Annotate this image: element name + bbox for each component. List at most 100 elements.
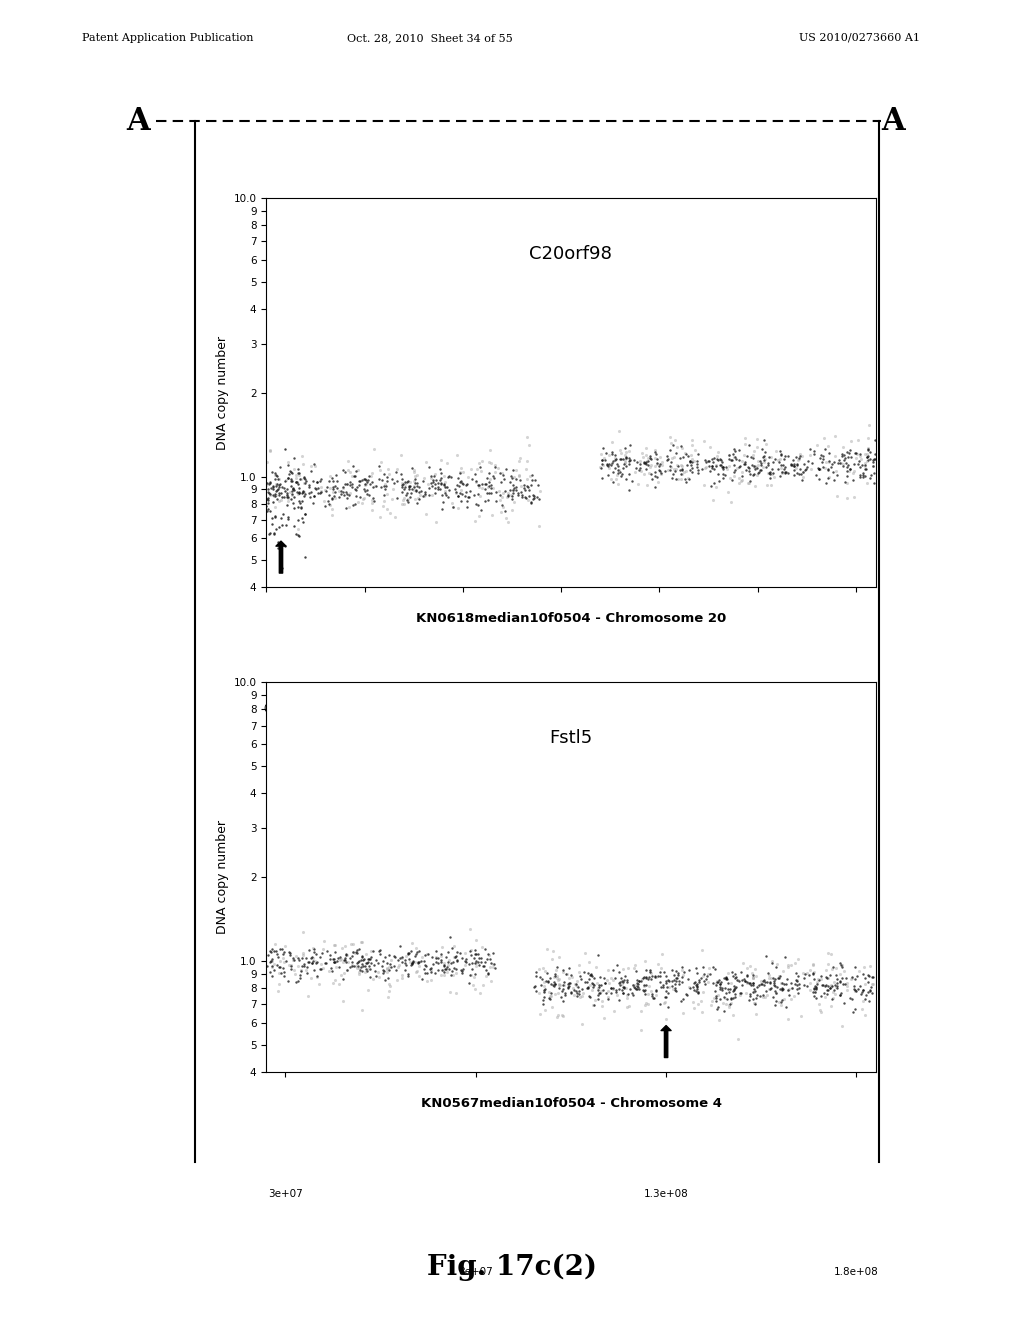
- Point: [683, 454, 699, 475]
- Point: [859, 446, 876, 467]
- Point: [259, 500, 275, 521]
- Point: [260, 487, 276, 508]
- Point: [530, 982, 547, 1003]
- Point: [695, 964, 712, 985]
- Point: [820, 953, 837, 974]
- Point: [640, 993, 656, 1014]
- Point: [645, 987, 662, 1008]
- Point: [640, 454, 656, 475]
- Point: [777, 462, 794, 483]
- Point: [650, 455, 667, 477]
- Point: [580, 962, 596, 983]
- Point: [527, 981, 544, 1002]
- Point: [472, 484, 488, 506]
- Point: [393, 463, 410, 484]
- Point: [761, 968, 777, 989]
- Point: [483, 482, 500, 503]
- Point: [349, 459, 366, 480]
- Point: [266, 523, 283, 544]
- Point: [438, 453, 455, 474]
- Point: [480, 483, 497, 504]
- Point: [383, 957, 399, 978]
- Point: [423, 466, 439, 487]
- Point: [611, 440, 628, 461]
- Point: [650, 471, 667, 492]
- Point: [324, 467, 340, 488]
- Point: [590, 978, 606, 999]
- Point: [655, 962, 672, 983]
- Point: [262, 471, 279, 492]
- Point: [733, 961, 750, 982]
- Point: [319, 491, 336, 512]
- Point: [437, 484, 454, 506]
- Point: [618, 972, 635, 993]
- Point: [670, 962, 686, 983]
- Point: [734, 469, 751, 490]
- Point: [631, 970, 647, 991]
- Point: [688, 453, 705, 474]
- Point: [847, 979, 863, 1001]
- Point: [500, 512, 516, 533]
- Text: C20orf98: C20orf98: [529, 244, 612, 263]
- Point: [686, 440, 702, 461]
- Point: [834, 957, 850, 978]
- Point: [762, 972, 778, 993]
- Point: [494, 462, 510, 483]
- Point: [295, 945, 311, 966]
- Point: [410, 952, 426, 973]
- Point: [446, 946, 463, 968]
- Point: [401, 948, 418, 969]
- Point: [859, 444, 876, 465]
- Point: [317, 479, 334, 500]
- Point: [549, 957, 565, 978]
- Point: [375, 950, 391, 972]
- Point: [483, 478, 500, 499]
- Point: [772, 965, 788, 986]
- Point: [669, 454, 685, 475]
- Point: [777, 973, 794, 994]
- Point: [276, 480, 293, 502]
- Point: [755, 985, 771, 1006]
- Point: [321, 494, 337, 515]
- Point: [570, 983, 587, 1005]
- Point: [773, 462, 790, 483]
- Point: [779, 968, 796, 989]
- Point: [698, 969, 715, 990]
- Point: [423, 970, 439, 991]
- Point: [709, 998, 725, 1019]
- Point: [740, 473, 757, 494]
- Point: [815, 445, 831, 466]
- Point: [622, 479, 638, 500]
- Point: [554, 961, 570, 982]
- Point: [616, 438, 633, 459]
- Point: [730, 440, 746, 461]
- Point: [664, 960, 680, 981]
- Point: [344, 455, 360, 477]
- Point: [590, 989, 606, 1010]
- Point: [866, 430, 883, 451]
- Point: [848, 966, 864, 987]
- Point: [646, 440, 663, 461]
- Point: [776, 987, 793, 1008]
- Point: [463, 944, 479, 965]
- Point: [529, 486, 546, 507]
- Point: [786, 465, 803, 486]
- Point: [427, 962, 443, 983]
- Point: [352, 486, 369, 507]
- Point: [854, 981, 870, 1002]
- Point: [629, 975, 645, 997]
- Point: [339, 483, 355, 504]
- Point: [771, 441, 787, 462]
- Point: [386, 945, 402, 966]
- Point: [487, 457, 504, 478]
- Point: [770, 449, 786, 470]
- Point: [733, 969, 750, 990]
- Point: [631, 978, 647, 999]
- Point: [859, 426, 876, 447]
- Point: [829, 972, 846, 993]
- Point: [387, 960, 403, 981]
- Point: [594, 995, 610, 1016]
- Point: [864, 455, 881, 477]
- Point: [327, 482, 343, 503]
- Point: [700, 450, 717, 471]
